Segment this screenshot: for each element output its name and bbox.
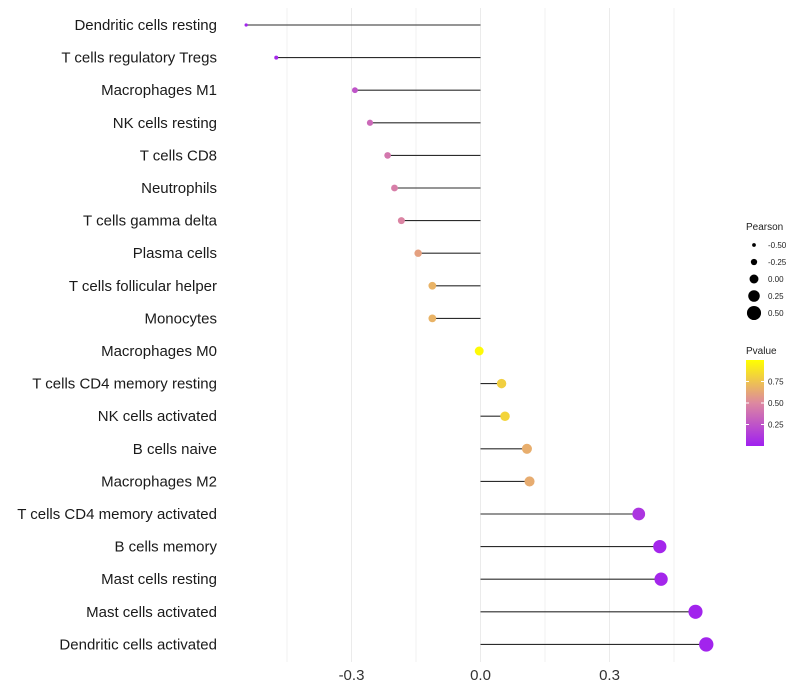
lollipop-stems <box>246 24 707 645</box>
category-label: T cells regulatory Tregs <box>61 50 217 67</box>
size-legend-title: Pearson <box>746 222 783 233</box>
size-legend-key <box>750 258 758 266</box>
x-tick-label: 0.0 <box>470 667 491 684</box>
color-legend-label: 0.50 <box>768 399 784 408</box>
size-legend-key <box>748 290 760 302</box>
color-legend-label: 0.25 <box>768 421 784 430</box>
size-legend-label: -0.25 <box>768 258 787 267</box>
category-label: Dendritic cells activated <box>59 636 217 653</box>
size-legend-label: -0.50 <box>768 241 787 250</box>
lollipop-point <box>384 152 391 159</box>
category-label: Neutrophils <box>141 180 217 197</box>
x-tick-label: -0.3 <box>339 667 365 684</box>
size-legend: Pearson -0.50 -0.25 0.00 0.25 0.50 <box>746 222 787 321</box>
lollipop-point <box>474 346 484 356</box>
lollipop-point <box>496 378 507 389</box>
category-label: Dendritic cells resting <box>74 17 217 34</box>
lollipop-point <box>366 119 374 126</box>
x-axis-ticks: -0.3 0.0 0.3 <box>339 667 620 684</box>
lollipop-point <box>391 184 398 192</box>
lollipop-point <box>521 443 532 454</box>
size-legend-key <box>746 305 762 321</box>
color-legend: Pvalue 0.75 0.50 0.25 <box>746 346 784 446</box>
category-label: Macrophages M0 <box>101 343 217 360</box>
size-legend-key <box>749 274 759 284</box>
lollipop-point <box>632 507 646 521</box>
lollipop-point <box>654 572 668 586</box>
category-label: Mast cells activated <box>86 604 217 621</box>
size-legend-label: 0.00 <box>768 275 784 284</box>
lollipop-point <box>688 604 703 619</box>
size-legend-label: 0.50 <box>768 309 784 318</box>
category-label: B cells naive <box>133 441 217 458</box>
lollipop-point <box>428 281 437 290</box>
category-label: Monocytes <box>144 310 217 327</box>
lollipop-point <box>428 314 437 323</box>
category-label: T cells CD4 memory activated <box>17 506 217 523</box>
category-label: Macrophages M1 <box>101 82 217 99</box>
category-label: T cells CD4 memory resting <box>32 376 217 393</box>
size-legend-label: 0.25 <box>768 292 784 301</box>
lollipop-point <box>351 87 358 94</box>
category-label: T cells follicular helper <box>69 278 217 295</box>
category-label: B cells memory <box>114 539 217 556</box>
size-legend-key <box>752 243 756 247</box>
grid-lines <box>286 8 675 662</box>
category-label: Plasma cells <box>133 245 217 262</box>
lollipop-point <box>414 249 422 257</box>
lollipop-point <box>524 476 535 487</box>
color-legend-title: Pvalue <box>746 346 777 357</box>
pvalue-colorbar <box>746 360 764 446</box>
category-label: T cells CD8 <box>140 147 217 164</box>
category-labels: Dendritic cells resting T cells regulator… <box>17 17 217 653</box>
lollipop-point <box>653 539 667 554</box>
category-label: NK cells resting <box>113 115 217 132</box>
category-label: Macrophages M2 <box>101 473 217 490</box>
category-label: Mast cells resting <box>101 571 217 588</box>
category-label: NK cells activated <box>98 408 217 425</box>
lollipop-point <box>244 23 248 27</box>
lollipop-point <box>274 55 279 60</box>
lollipop-point <box>699 637 714 652</box>
x-tick-label: 0.3 <box>599 667 620 684</box>
category-label: T cells gamma delta <box>83 213 218 230</box>
lollipop-point <box>397 217 405 225</box>
lollipop-point <box>500 411 510 421</box>
lollipop-points <box>244 23 714 652</box>
color-legend-label: 0.75 <box>768 378 784 387</box>
